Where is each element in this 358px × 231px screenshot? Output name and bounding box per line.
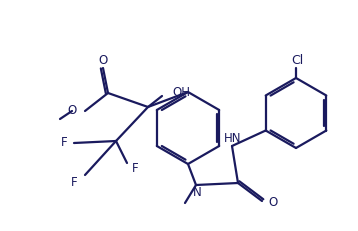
Text: F: F	[71, 176, 78, 189]
Text: F: F	[61, 137, 68, 149]
Text: O: O	[68, 103, 77, 116]
Text: OH: OH	[172, 85, 190, 98]
Text: N: N	[193, 186, 201, 200]
Text: O: O	[268, 197, 277, 210]
Text: F: F	[132, 162, 139, 176]
Text: O: O	[98, 54, 108, 67]
Text: HN: HN	[224, 133, 242, 146]
Text: Cl: Cl	[291, 54, 303, 67]
